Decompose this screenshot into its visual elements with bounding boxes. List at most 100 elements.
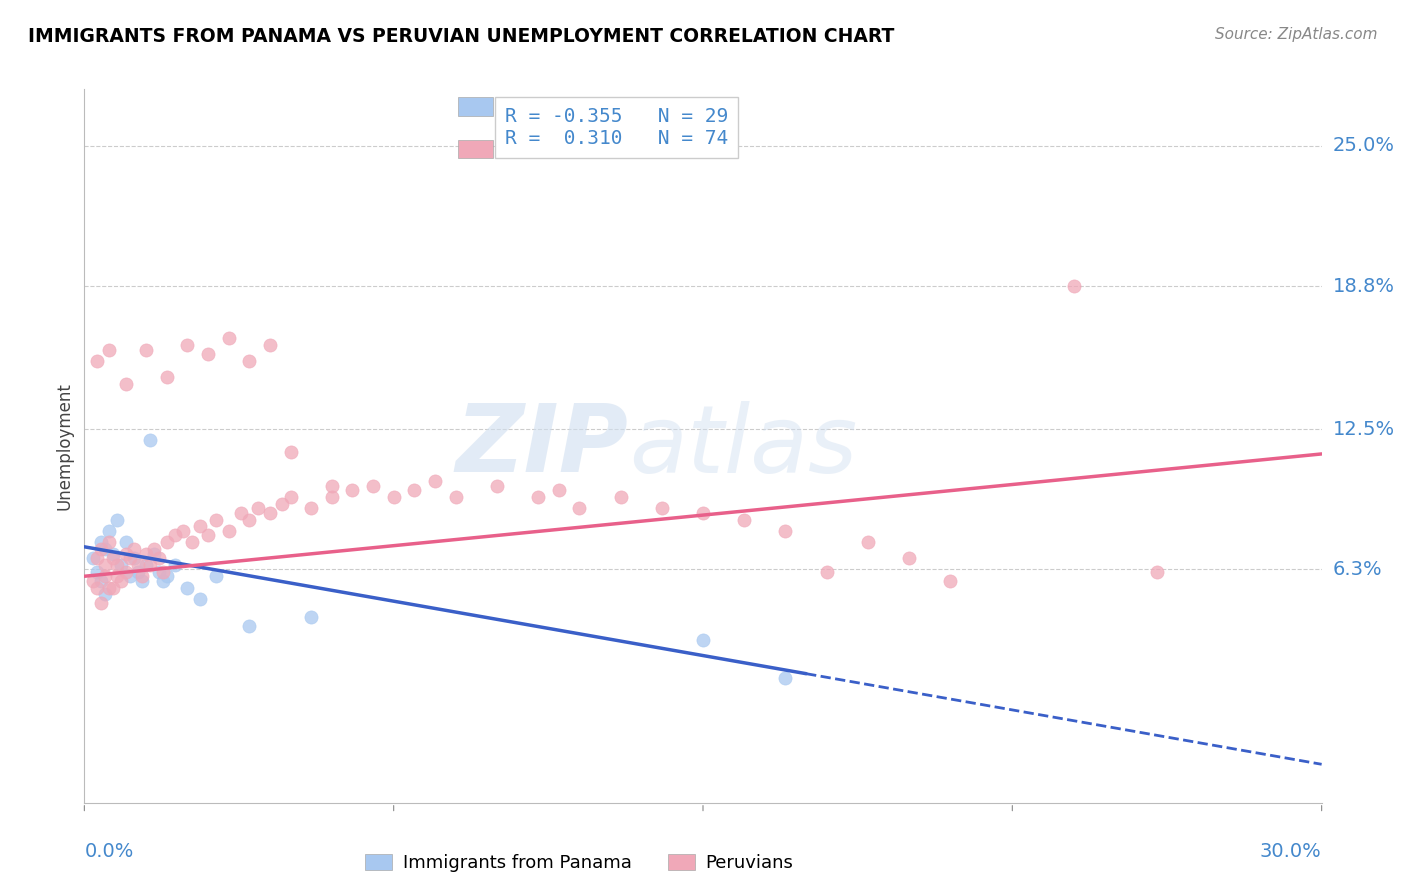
- Point: [86, 551, 108, 566]
- Point: [1063, 279, 1085, 293]
- Point: [404, 483, 426, 498]
- Point: [568, 501, 591, 516]
- Point: [105, 513, 128, 527]
- Point: [90, 542, 112, 557]
- Point: [165, 528, 187, 542]
- Point: [775, 524, 797, 538]
- Point: [118, 569, 141, 583]
- Point: [105, 558, 128, 572]
- Point: [280, 444, 302, 458]
- Point: [176, 338, 198, 352]
- Text: 12.5%: 12.5%: [1333, 419, 1395, 439]
- Point: [898, 551, 921, 566]
- Point: [152, 565, 174, 579]
- Point: [98, 581, 121, 595]
- Point: [176, 581, 198, 595]
- Point: [238, 619, 260, 633]
- Point: [118, 551, 141, 566]
- Point: [238, 354, 260, 368]
- Point: [98, 535, 121, 549]
- Bar: [458, 96, 492, 116]
- Point: [1146, 565, 1168, 579]
- Point: [165, 558, 187, 572]
- Point: [98, 524, 121, 538]
- Point: [98, 343, 121, 357]
- Point: [321, 490, 343, 504]
- Point: [90, 597, 112, 611]
- Point: [143, 547, 166, 561]
- Y-axis label: Unemployment: Unemployment: [55, 382, 73, 510]
- Point: [127, 565, 149, 579]
- Point: [229, 506, 252, 520]
- Point: [114, 535, 136, 549]
- Point: [547, 483, 569, 498]
- Point: [103, 581, 125, 595]
- Point: [135, 343, 157, 357]
- Point: [321, 478, 343, 492]
- Point: [259, 338, 281, 352]
- Point: [218, 524, 240, 538]
- Point: [651, 501, 673, 516]
- Point: [82, 574, 104, 588]
- Point: [156, 535, 179, 549]
- Point: [94, 542, 117, 557]
- Point: [135, 558, 157, 572]
- Point: [103, 551, 125, 566]
- Point: [775, 671, 797, 685]
- Point: [114, 376, 136, 391]
- Point: [342, 483, 364, 498]
- Text: ZIP: ZIP: [456, 400, 628, 492]
- Point: [271, 497, 294, 511]
- Point: [280, 490, 302, 504]
- Point: [733, 513, 755, 527]
- Point: [156, 569, 179, 583]
- Point: [423, 474, 446, 488]
- Point: [86, 354, 108, 368]
- Point: [172, 524, 194, 538]
- Point: [82, 551, 104, 566]
- Point: [122, 542, 145, 557]
- Text: 30.0%: 30.0%: [1260, 842, 1322, 861]
- Text: 6.3%: 6.3%: [1333, 560, 1382, 579]
- Point: [205, 569, 228, 583]
- Point: [382, 490, 405, 504]
- Point: [90, 574, 112, 588]
- Text: 25.0%: 25.0%: [1333, 136, 1395, 155]
- Text: Source: ZipAtlas.com: Source: ZipAtlas.com: [1215, 27, 1378, 42]
- Point: [86, 581, 108, 595]
- Point: [110, 574, 132, 588]
- Point: [527, 490, 550, 504]
- Point: [197, 347, 219, 361]
- Text: 0.0%: 0.0%: [84, 842, 134, 861]
- Point: [94, 558, 117, 572]
- Point: [692, 506, 714, 520]
- Point: [131, 574, 153, 588]
- Point: [815, 565, 838, 579]
- Point: [148, 551, 170, 566]
- Point: [94, 587, 117, 601]
- Point: [127, 558, 149, 572]
- Point: [218, 331, 240, 345]
- Point: [148, 565, 170, 579]
- Point: [110, 558, 132, 572]
- Point: [131, 569, 153, 583]
- Point: [135, 547, 157, 561]
- Text: IMMIGRANTS FROM PANAMA VS PERUVIAN UNEMPLOYMENT CORRELATION CHART: IMMIGRANTS FROM PANAMA VS PERUVIAN UNEMP…: [28, 27, 894, 45]
- Text: R = -0.355   N = 29
R =  0.310   N = 74: R = -0.355 N = 29 R = 0.310 N = 74: [505, 107, 728, 148]
- Point: [188, 519, 211, 533]
- Point: [692, 632, 714, 647]
- Point: [90, 535, 112, 549]
- Point: [299, 501, 322, 516]
- Point: [939, 574, 962, 588]
- Point: [94, 569, 117, 583]
- Point: [856, 535, 879, 549]
- Point: [197, 528, 219, 542]
- Text: atlas: atlas: [628, 401, 858, 491]
- Point: [188, 591, 211, 606]
- Point: [103, 547, 125, 561]
- Legend: Immigrants from Panama, Peruvians: Immigrants from Panama, Peruvians: [357, 847, 801, 880]
- Point: [105, 569, 128, 583]
- Point: [180, 535, 202, 549]
- Point: [299, 610, 322, 624]
- Point: [485, 478, 508, 492]
